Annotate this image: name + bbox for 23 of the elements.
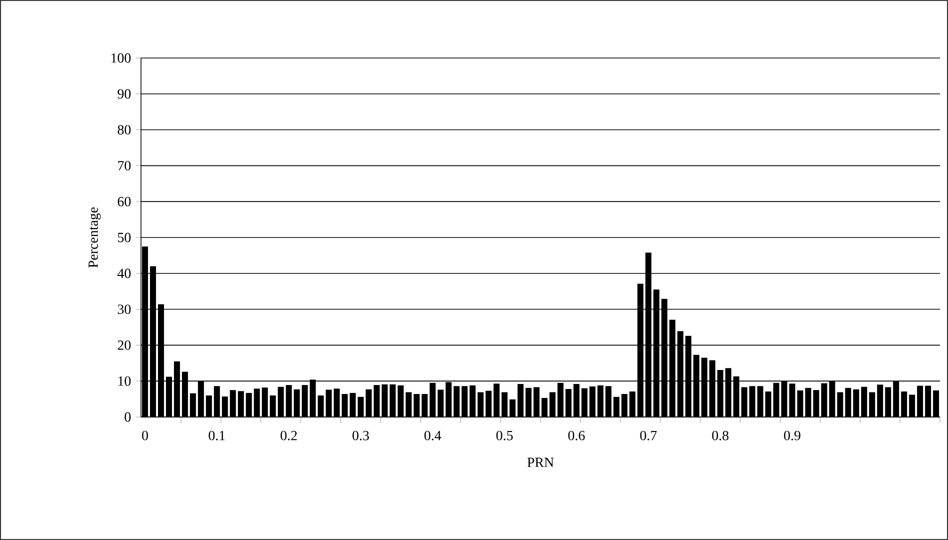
x-tick-label: 0.5 bbox=[496, 430, 513, 440]
y-tick-label: 90 bbox=[118, 89, 131, 99]
x-tick-label: 0.6 bbox=[568, 430, 585, 440]
x-tick-label: 0.1 bbox=[208, 430, 225, 440]
x-tick-label: 0.8 bbox=[712, 430, 728, 440]
y-tick-label: 0 bbox=[124, 412, 131, 422]
y-tick-label: 20 bbox=[118, 340, 131, 350]
x-tick-label: 0.4 bbox=[424, 430, 442, 440]
y-tick-label: 70 bbox=[118, 160, 131, 170]
y-tick-label: 50 bbox=[118, 232, 131, 242]
y-tick-label: 80 bbox=[118, 125, 131, 134]
x-tick-label: 0.7 bbox=[640, 430, 657, 440]
x-tick-label: 0.9 bbox=[784, 430, 800, 440]
x-tick-label: 0.2 bbox=[280, 430, 297, 440]
y-axis-title: Percentage bbox=[88, 207, 101, 268]
y-tick-label: 10 bbox=[118, 376, 131, 386]
x-tick-label: 0 bbox=[142, 430, 148, 440]
y-tick-label: 60 bbox=[118, 196, 131, 206]
y-tick-label: 100 bbox=[111, 53, 131, 63]
x-tick-label: 0.3 bbox=[352, 430, 369, 440]
y-tick-label: 30 bbox=[118, 304, 131, 314]
x-axis-title: PRN bbox=[527, 458, 554, 467]
y-tick-label: 40 bbox=[117, 268, 131, 278]
